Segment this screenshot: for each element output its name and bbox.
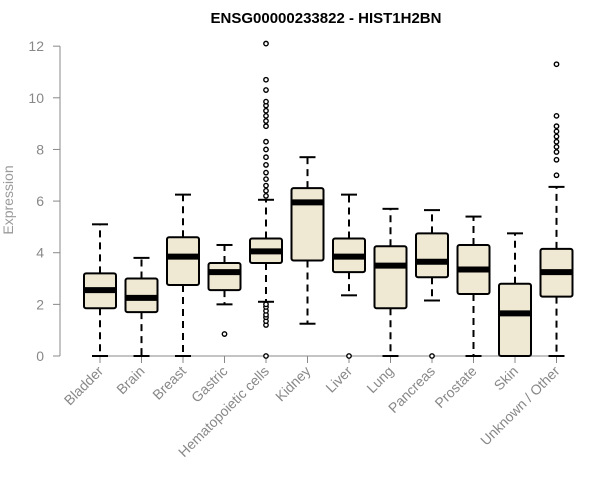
outlier-point <box>553 156 560 163</box>
outlier-point <box>553 112 560 119</box>
outlier-point <box>263 112 269 119</box>
box-kidney <box>290 156 325 325</box>
x-tick-label: Bladder <box>61 363 107 409</box>
box-gastric <box>207 243 242 337</box>
outlier-point <box>429 353 435 359</box>
x-tick-label: Skin <box>491 363 522 394</box>
outlier-point <box>263 107 269 114</box>
box-body <box>498 282 532 358</box>
outlier-point <box>263 76 269 83</box>
outlier-point <box>263 40 269 47</box>
x-tick-label: Liver <box>322 363 355 396</box>
boxes-group <box>83 40 574 359</box>
box-body <box>166 236 200 286</box>
box-pancreas <box>415 209 449 359</box>
outlier-point <box>553 172 560 179</box>
box-unknown-other <box>539 61 574 357</box>
outlier-point <box>263 169 269 176</box>
outlier-point <box>263 138 269 145</box>
x-tick-label: Unknown / Other <box>477 363 563 449</box>
outlier-point <box>263 353 269 359</box>
box-prostate <box>456 215 491 357</box>
x-tick-label: Prostate <box>431 363 479 411</box>
outlier-point <box>263 162 269 168</box>
box-brain <box>124 256 159 357</box>
y-tick-label: 10 <box>28 90 44 106</box>
x-tick-label: Breast <box>149 363 189 403</box>
outlier-point <box>263 123 269 130</box>
outlier-point <box>263 187 269 194</box>
outlier-point <box>263 182 269 189</box>
y-tick-label: 2 <box>36 296 44 312</box>
outlier-point <box>263 154 269 161</box>
chart-title: ENSG00000233822 - HIST1H2BN <box>211 10 442 27</box>
outlier-point <box>263 118 269 124</box>
y-tick-label: 4 <box>36 245 44 261</box>
outlier-point <box>553 128 560 135</box>
x-tick-label: Brain <box>113 363 147 397</box>
box-body <box>290 187 325 262</box>
outlier-point <box>553 123 560 130</box>
outlier-point <box>263 98 269 105</box>
y-axis-label: Expression <box>0 165 16 234</box>
y-tick-label: 6 <box>36 193 44 209</box>
y-tick-label: 12 <box>28 38 44 54</box>
box-liver <box>332 193 366 359</box>
outlier-point <box>263 87 269 93</box>
y-tick-label: 8 <box>36 141 44 157</box>
outlier-point <box>263 301 269 308</box>
box-body <box>207 262 242 292</box>
outlier-point <box>221 331 228 337</box>
x-tick-label: Kidney <box>272 363 314 405</box>
box-hematopoietic-cells <box>249 40 283 359</box>
box-body <box>373 245 408 310</box>
box-skin <box>498 232 532 358</box>
outlier-point <box>263 146 269 153</box>
y-tick-label: 0 <box>36 348 44 364</box>
outlier-point <box>263 193 269 199</box>
outlier-point <box>553 138 560 145</box>
outlier-point <box>263 176 269 183</box>
box-body <box>415 232 449 279</box>
outlier-point <box>553 61 560 68</box>
outlier-point <box>553 149 560 155</box>
box-breast <box>166 193 200 357</box>
outlier-point <box>553 143 560 150</box>
x-tick-label: Lung <box>363 363 396 396</box>
box-bladder <box>83 223 117 357</box>
outlier-point <box>346 353 352 359</box>
box-lung <box>373 207 408 357</box>
outlier-point <box>553 133 560 140</box>
